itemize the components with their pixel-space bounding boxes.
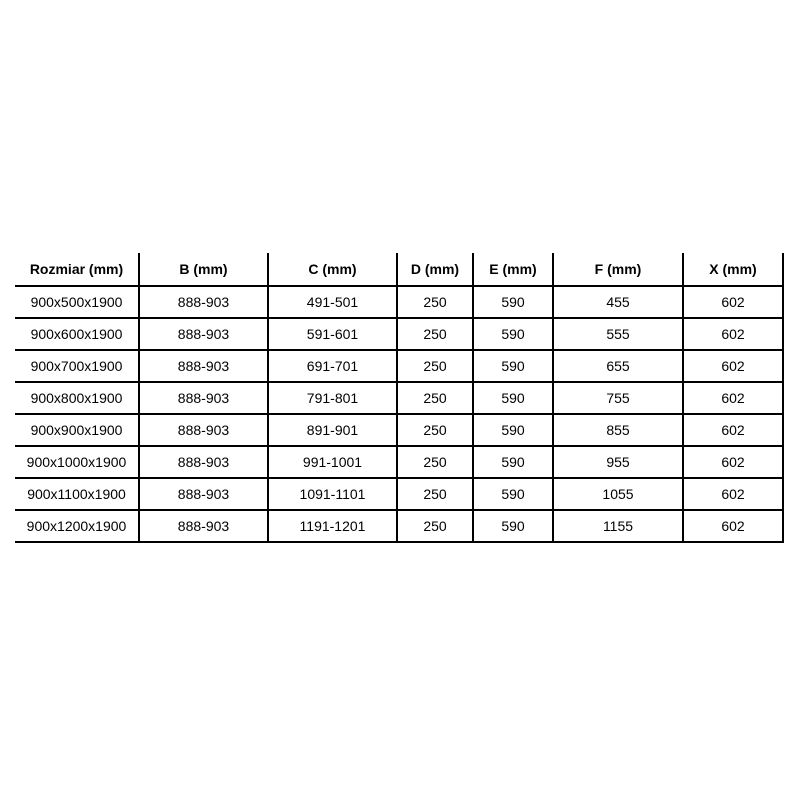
cell-c: 491-501 xyxy=(268,286,398,319)
column-header-b: B (mm) xyxy=(139,253,269,287)
cell-f: 1155 xyxy=(553,510,684,543)
cell-f: 655 xyxy=(553,350,684,383)
table-row: 900x500x1900 888-903 491-501 250 590 455… xyxy=(15,286,784,319)
cell-x: 602 xyxy=(683,318,784,351)
column-header-d: D (mm) xyxy=(397,253,474,287)
cell-b: 888-903 xyxy=(139,446,269,479)
cell-d: 250 xyxy=(397,286,474,319)
cell-e: 590 xyxy=(473,414,554,447)
cell-d: 250 xyxy=(397,350,474,383)
cell-e: 590 xyxy=(473,510,554,543)
cell-c: 791-801 xyxy=(268,382,398,415)
cell-x: 602 xyxy=(683,446,784,479)
cell-x: 602 xyxy=(683,382,784,415)
cell-d: 250 xyxy=(397,510,474,543)
dimensions-table: Rozmiar (mm) B (mm) C (mm) D (mm) E (mm)… xyxy=(15,253,784,543)
table-row: 900x900x1900 888-903 891-901 250 590 855… xyxy=(15,414,784,447)
cell-e: 590 xyxy=(473,350,554,383)
cell-f: 955 xyxy=(553,446,684,479)
cell-x: 602 xyxy=(683,414,784,447)
column-header-c: C (mm) xyxy=(268,253,398,287)
table-row: 900x700x1900 888-903 691-701 250 590 655… xyxy=(15,350,784,383)
cell-rozmiar: 900x1100x1900 xyxy=(15,478,140,511)
cell-c: 1191-1201 xyxy=(268,510,398,543)
cell-e: 590 xyxy=(473,446,554,479)
cell-d: 250 xyxy=(397,478,474,511)
table-row: 900x1200x1900 888-903 1191-1201 250 590 … xyxy=(15,510,784,543)
column-header-f: F (mm) xyxy=(553,253,684,287)
cell-d: 250 xyxy=(397,414,474,447)
cell-rozmiar: 900x500x1900 xyxy=(15,286,140,319)
table-row: 900x1100x1900 888-903 1091-1101 250 590 … xyxy=(15,478,784,511)
cell-rozmiar: 900x1200x1900 xyxy=(15,510,140,543)
cell-rozmiar: 900x1000x1900 xyxy=(15,446,140,479)
cell-e: 590 xyxy=(473,382,554,415)
cell-d: 250 xyxy=(397,318,474,351)
cell-rozmiar: 900x700x1900 xyxy=(15,350,140,383)
cell-c: 591-601 xyxy=(268,318,398,351)
cell-x: 602 xyxy=(683,478,784,511)
cell-e: 590 xyxy=(473,318,554,351)
header-row: Rozmiar (mm) B (mm) C (mm) D (mm) E (mm)… xyxy=(15,253,784,287)
cell-e: 590 xyxy=(473,286,554,319)
cell-rozmiar: 900x600x1900 xyxy=(15,318,140,351)
table-row: 900x1000x1900 888-903 991-1001 250 590 9… xyxy=(15,446,784,479)
cell-d: 250 xyxy=(397,446,474,479)
table-row: 900x600x1900 888-903 591-601 250 590 555… xyxy=(15,318,784,351)
cell-f: 855 xyxy=(553,414,684,447)
cell-b: 888-903 xyxy=(139,382,269,415)
cell-d: 250 xyxy=(397,382,474,415)
cell-c: 891-901 xyxy=(268,414,398,447)
cell-b: 888-903 xyxy=(139,414,269,447)
cell-e: 590 xyxy=(473,478,554,511)
cell-x: 602 xyxy=(683,286,784,319)
cell-f: 755 xyxy=(553,382,684,415)
cell-c: 991-1001 xyxy=(268,446,398,479)
cell-f: 455 xyxy=(553,286,684,319)
dimensions-table-container: Rozmiar (mm) B (mm) C (mm) D (mm) E (mm)… xyxy=(15,253,784,543)
cell-b: 888-903 xyxy=(139,478,269,511)
column-header-rozmiar: Rozmiar (mm) xyxy=(15,253,140,287)
cell-c: 1091-1101 xyxy=(268,478,398,511)
table-row: 900x800x1900 888-903 791-801 250 590 755… xyxy=(15,382,784,415)
column-header-e: E (mm) xyxy=(473,253,554,287)
cell-x: 602 xyxy=(683,350,784,383)
column-header-x: X (mm) xyxy=(683,253,784,287)
cell-b: 888-903 xyxy=(139,286,269,319)
cell-rozmiar: 900x800x1900 xyxy=(15,382,140,415)
cell-b: 888-903 xyxy=(139,350,269,383)
cell-f: 555 xyxy=(553,318,684,351)
cell-c: 691-701 xyxy=(268,350,398,383)
cell-b: 888-903 xyxy=(139,510,269,543)
cell-b: 888-903 xyxy=(139,318,269,351)
cell-rozmiar: 900x900x1900 xyxy=(15,414,140,447)
cell-x: 602 xyxy=(683,510,784,543)
cell-f: 1055 xyxy=(553,478,684,511)
